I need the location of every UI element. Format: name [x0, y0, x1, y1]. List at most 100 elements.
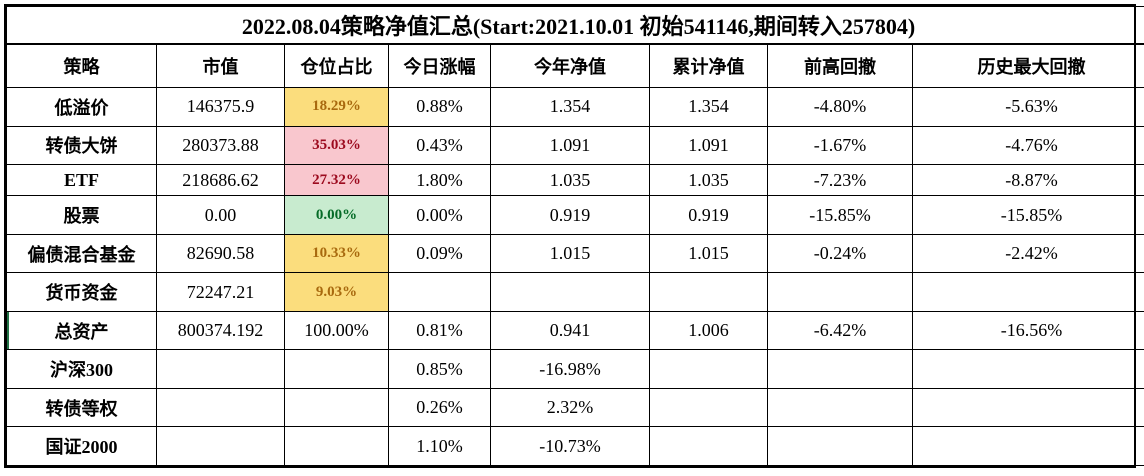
table-row: 转债大饼 280373.88 35.03% 0.43% 1.091 1.091 -1.67%…: [6, 125, 1144, 165]
cell-position-pct[interactable]: 9.03%: [284, 272, 389, 312]
cell-ytd-nav[interactable]: 1.035: [490, 163, 650, 197]
cell-today-change[interactable]: 0.81%: [388, 310, 491, 351]
column-header-strategy[interactable]: 策略: [6, 43, 157, 88]
cell-cumulative-nav[interactable]: [649, 426, 768, 466]
cell-drawdown-from-high[interactable]: [767, 349, 913, 389]
cell-max-drawdown[interactable]: [911, 349, 1144, 389]
cell-strategy[interactable]: 低溢价: [6, 87, 157, 127]
cell-strategy[interactable]: 国证2000: [6, 426, 157, 466]
table-row: 总资产 800374.192 100.00% 0.81% 0.941 1.006 -6.42…: [6, 310, 1144, 351]
cell-strategy[interactable]: 货币资金: [6, 272, 157, 312]
header-row: 策略 市值 仓位占比 今日涨幅 今年净值 累计净值 前高回撤 历史最大回撤: [6, 43, 1144, 88]
cell-max-drawdown[interactable]: -2.42%: [911, 233, 1144, 274]
cell-max-drawdown[interactable]: -15.85%: [911, 195, 1144, 235]
cell-drawdown-from-high[interactable]: -15.85%: [767, 195, 913, 235]
table-row: ETF 218686.62 27.32% 1.80% 1.035 1.035 -7.23% -…: [6, 163, 1144, 197]
cell-strategy[interactable]: 转债大饼: [6, 125, 157, 165]
cell-today-change[interactable]: 0.09%: [388, 233, 491, 274]
cell-ytd-nav[interactable]: 1.091: [490, 125, 650, 165]
cell-ytd-nav[interactable]: 2.32%: [490, 387, 650, 428]
cell-position-pct[interactable]: 0.00%: [284, 195, 389, 235]
column-header-position-pct[interactable]: 仓位占比: [284, 43, 389, 88]
cell-drawdown-from-high[interactable]: -7.23%: [767, 163, 913, 197]
cell-position-pct[interactable]: 35.03%: [284, 125, 389, 165]
table-row: 股票 0.00 0.00% 0.00% 0.919 0.919 -15.85% -15.85%: [6, 195, 1144, 235]
cell-max-drawdown[interactable]: -5.63%: [911, 87, 1144, 127]
cell-today-change[interactable]: 1.10%: [388, 426, 491, 466]
cell-market-value[interactable]: 82690.58: [156, 233, 285, 274]
cell-max-drawdown[interactable]: [911, 387, 1144, 428]
cell-max-drawdown[interactable]: [911, 272, 1144, 312]
cell-today-change[interactable]: 0.00%: [388, 195, 491, 235]
cell-position-pct[interactable]: [284, 349, 389, 389]
cell-drawdown-from-high[interactable]: -0.24%: [767, 233, 913, 274]
cell-strategy[interactable]: 偏债混合基金: [6, 233, 157, 274]
table-row: 国证2000 1.10% -10.73%: [6, 426, 1144, 466]
cell-today-change[interactable]: [388, 272, 491, 312]
cell-max-drawdown[interactable]: [911, 426, 1144, 466]
cell-drawdown-from-high[interactable]: -4.80%: [767, 87, 913, 127]
column-header-market-value[interactable]: 市值: [156, 43, 285, 88]
cell-cumulative-nav[interactable]: 1.354: [649, 87, 768, 127]
cell-cumulative-nav[interactable]: 0.919: [649, 195, 768, 235]
cell-cumulative-nav[interactable]: 1.015: [649, 233, 768, 274]
cell-ytd-nav[interactable]: [490, 272, 650, 312]
cell-cumulative-nav[interactable]: [649, 349, 768, 389]
cell-cumulative-nav[interactable]: 1.006: [649, 310, 768, 351]
cell-strategy[interactable]: 股票: [6, 195, 157, 235]
cell-market-value[interactable]: 280373.88: [156, 125, 285, 165]
strategy-table: 2022.08.04策略净值汇总(Start:2021.10.01 初始5411…: [5, 6, 1144, 466]
table-row: 沪深300 0.85% -16.98%: [6, 349, 1144, 389]
cell-market-value[interactable]: [156, 349, 285, 389]
cell-max-drawdown[interactable]: -8.87%: [911, 163, 1144, 197]
cell-cumulative-nav[interactable]: [649, 387, 768, 428]
cell-ytd-nav[interactable]: -16.98%: [490, 349, 650, 389]
cell-market-value[interactable]: [156, 426, 285, 466]
cell-position-pct[interactable]: 10.33%: [284, 233, 389, 274]
cell-market-value[interactable]: 800374.192: [156, 310, 285, 351]
cell-position-pct[interactable]: [284, 426, 389, 466]
cell-max-drawdown[interactable]: -4.76%: [911, 125, 1144, 165]
cell-max-drawdown[interactable]: -16.56%: [911, 310, 1144, 351]
cell-position-pct[interactable]: [284, 387, 389, 428]
cell-strategy[interactable]: 总资产: [6, 310, 157, 351]
cell-strategy[interactable]: 转债等权: [6, 387, 157, 428]
column-header-max-drawdown[interactable]: 历史最大回撤: [911, 43, 1144, 88]
column-header-ytd-nav[interactable]: 今年净值: [490, 43, 650, 88]
column-header-cumulative-nav[interactable]: 累计净值: [649, 43, 768, 88]
cell-today-change[interactable]: 0.85%: [388, 349, 491, 389]
spreadsheet-region: 2022.08.04策略净值汇总(Start:2021.10.01 初始5411…: [4, 4, 1144, 468]
cell-today-change[interactable]: 0.88%: [388, 87, 491, 127]
cell-drawdown-from-high[interactable]: [767, 272, 913, 312]
page-title[interactable]: 2022.08.04策略净值汇总(Start:2021.10.01 初始5411…: [5, 6, 1144, 45]
cell-position-pct[interactable]: 18.29%: [284, 87, 389, 127]
cell-today-change[interactable]: 1.80%: [388, 163, 491, 197]
cell-market-value[interactable]: 72247.21: [156, 272, 285, 312]
cell-drawdown-from-high[interactable]: [767, 387, 913, 428]
cell-position-pct[interactable]: 100.00%: [284, 310, 389, 351]
cell-market-value[interactable]: 218686.62: [156, 163, 285, 197]
cell-strategy[interactable]: 沪深300: [6, 349, 157, 389]
cell-strategy[interactable]: ETF: [6, 163, 157, 197]
cell-cumulative-nav[interactable]: 1.091: [649, 125, 768, 165]
cell-drawdown-from-high[interactable]: -1.67%: [767, 125, 913, 165]
cell-today-change[interactable]: 0.43%: [388, 125, 491, 165]
table-row: 转债等权 0.26% 2.32%: [6, 387, 1144, 428]
cell-ytd-nav[interactable]: 0.941: [490, 310, 650, 351]
column-header-today-change[interactable]: 今日涨幅: [388, 43, 491, 88]
cell-ytd-nav[interactable]: 1.354: [490, 87, 650, 127]
cell-ytd-nav[interactable]: -10.73%: [490, 426, 650, 466]
cell-ytd-nav[interactable]: 1.015: [490, 233, 650, 274]
cell-market-value[interactable]: [156, 387, 285, 428]
cell-drawdown-from-high[interactable]: [767, 426, 913, 466]
cell-today-change[interactable]: 0.26%: [388, 387, 491, 428]
cell-position-pct[interactable]: 27.32%: [284, 163, 389, 197]
cell-market-value[interactable]: 0.00: [156, 195, 285, 235]
column-header-drawdown-from-high[interactable]: 前高回撤: [767, 43, 913, 88]
table-row: 货币资金 72247.21 9.03%: [6, 272, 1144, 312]
cell-drawdown-from-high[interactable]: -6.42%: [767, 310, 913, 351]
cell-market-value[interactable]: 146375.9: [156, 87, 285, 127]
cell-cumulative-nav[interactable]: 1.035: [649, 163, 768, 197]
cell-cumulative-nav[interactable]: [649, 272, 768, 312]
cell-ytd-nav[interactable]: 0.919: [490, 195, 650, 235]
